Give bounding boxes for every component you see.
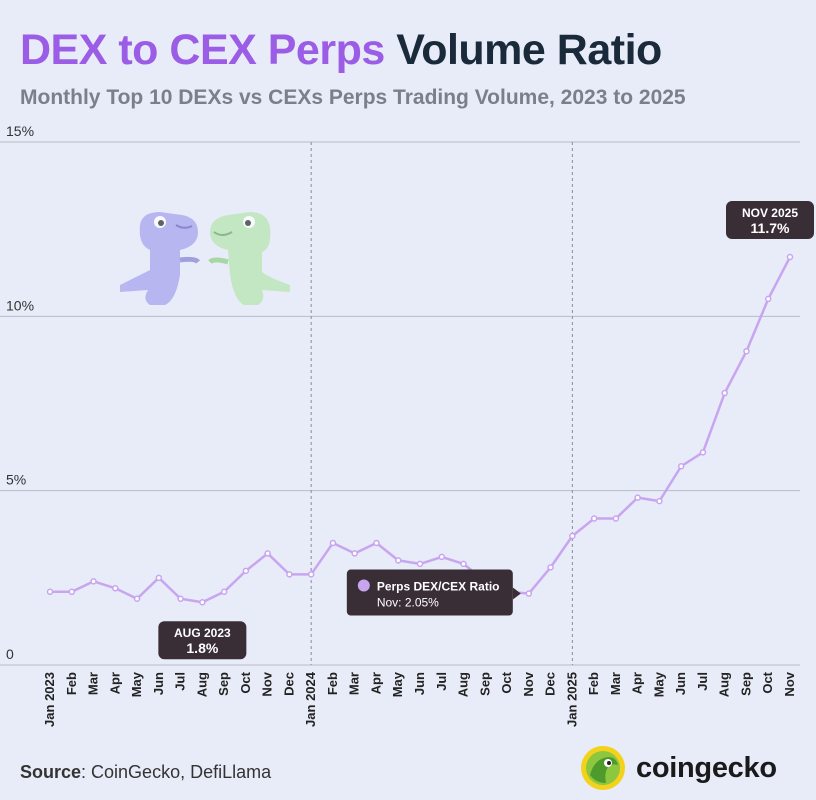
data-point <box>590 515 598 522</box>
annotation-date: AUG 2023 <box>174 626 231 640</box>
tooltip-pointer <box>512 587 521 600</box>
annotation-box <box>158 621 247 660</box>
data-point <box>438 553 446 561</box>
x-tick-label: Mar <box>608 672 623 695</box>
chart-subtitle: Monthly Top 10 DEXs vs CEXs Perps Tradin… <box>20 86 686 109</box>
source-text: : CoinGecko, DefiLlama <box>81 762 272 782</box>
source-label: Source <box>20 762 82 782</box>
series-line <box>50 256 792 604</box>
source-credit: Source: CoinGecko, DefiLlama <box>20 762 271 783</box>
x-tick-label: May <box>651 671 666 697</box>
data-point <box>286 571 293 578</box>
tooltip-title: Perps DEX/CEX Ratio <box>377 580 500 594</box>
data-point <box>199 598 206 606</box>
gecko-mascot-pair-icon <box>120 212 290 305</box>
x-tick-label: Jun <box>151 672 166 695</box>
data-point <box>612 515 620 522</box>
data-point <box>155 574 163 582</box>
x-tick-label: Jul <box>695 672 710 691</box>
x-tick-label: Oct <box>760 671 775 693</box>
annotation-box <box>726 201 814 240</box>
tooltip-legend-dot <box>357 579 370 592</box>
x-tick-label: Feb <box>586 672 601 695</box>
x-tick-label: May <box>129 671 144 697</box>
x-tick-label: Nov <box>521 671 536 696</box>
x-tick-label: Apr <box>630 672 645 694</box>
y-tick-label: 0 <box>6 646 14 662</box>
data-point <box>220 588 228 596</box>
brand: coingecko <box>580 745 777 791</box>
y-tick-label: 10% <box>6 297 34 313</box>
data-point <box>764 295 772 303</box>
y-tick-label: 15% <box>6 123 34 139</box>
annotation-value: 1.8% <box>186 640 218 656</box>
x-tick-label: Sep <box>216 672 231 696</box>
coingecko-logo-icon <box>581 746 625 790</box>
x-tick-label: Feb <box>64 672 79 695</box>
data-point <box>264 550 271 557</box>
data-point <box>394 557 402 564</box>
x-tick-label: Sep <box>477 672 492 696</box>
x-tick-label: Jul <box>434 672 449 691</box>
title-main: Volume Ratio <box>396 26 662 74</box>
data-point <box>242 567 250 575</box>
data-point <box>634 494 641 501</box>
tooltip: Perps DEX/CEX Ratio Nov: 2.05% <box>346 569 521 616</box>
title-accent: DEX to CEX Perps <box>20 26 385 74</box>
data-point <box>569 532 576 540</box>
data-point <box>416 560 424 568</box>
brand-name: coingecko <box>636 751 777 784</box>
x-tick-label: Jan 2023 <box>42 672 57 727</box>
data-point <box>90 578 97 585</box>
x-tick-label: Oct <box>499 671 514 693</box>
x-tick-label: Aug <box>717 672 732 697</box>
data-point <box>112 585 119 592</box>
data-point <box>460 560 467 568</box>
x-tick-label: Nov <box>260 671 275 696</box>
x-tick-label: Mar <box>347 672 362 695</box>
x-tick-label: Aug <box>194 672 209 697</box>
x-tick-label: Sep <box>738 672 753 696</box>
data-point <box>525 590 533 597</box>
x-tick-label: Dec <box>281 672 296 696</box>
x-tick-label: Aug <box>456 672 471 697</box>
tooltip-box <box>346 569 513 616</box>
x-tick-label: Dec <box>543 672 558 696</box>
data-point <box>373 539 380 547</box>
data-point <box>46 588 54 596</box>
x-tick-label: Apr <box>107 672 122 694</box>
x-tick-label: Apr <box>368 672 383 694</box>
data-point <box>743 347 750 355</box>
data-point <box>547 564 554 571</box>
data-point <box>133 595 141 603</box>
x-tick-label: May <box>390 671 405 697</box>
x-tick-label: Jan 2025 <box>564 672 579 727</box>
x-tick-label: Jun <box>673 672 688 695</box>
data-point <box>351 550 358 557</box>
data-point <box>786 253 794 261</box>
x-tick-label: Jan 2024 <box>303 671 318 727</box>
x-tick-label: Nov <box>782 671 797 696</box>
x-tick-label: Feb <box>325 672 340 695</box>
data-point <box>177 595 184 603</box>
data-point <box>721 389 728 397</box>
data-point <box>329 539 337 547</box>
data-point <box>699 449 707 456</box>
x-tick-label: Jul <box>173 672 188 691</box>
annotation-value: 11.7% <box>751 220 790 236</box>
tooltip-text: Nov: 2.05% <box>377 596 439 610</box>
data-point <box>656 497 663 505</box>
data-point <box>68 588 76 596</box>
data-point <box>677 463 685 470</box>
annotation-date: NOV 2025 <box>742 206 798 220</box>
y-tick-label: 5% <box>6 472 26 488</box>
x-tick-label: Jun <box>412 672 427 695</box>
x-tick-label: Mar <box>86 672 101 695</box>
chart-title: DEX to CEX Perps Volume Ratio <box>20 26 662 75</box>
x-tick-label: Oct <box>238 671 253 693</box>
data-point <box>307 571 315 578</box>
